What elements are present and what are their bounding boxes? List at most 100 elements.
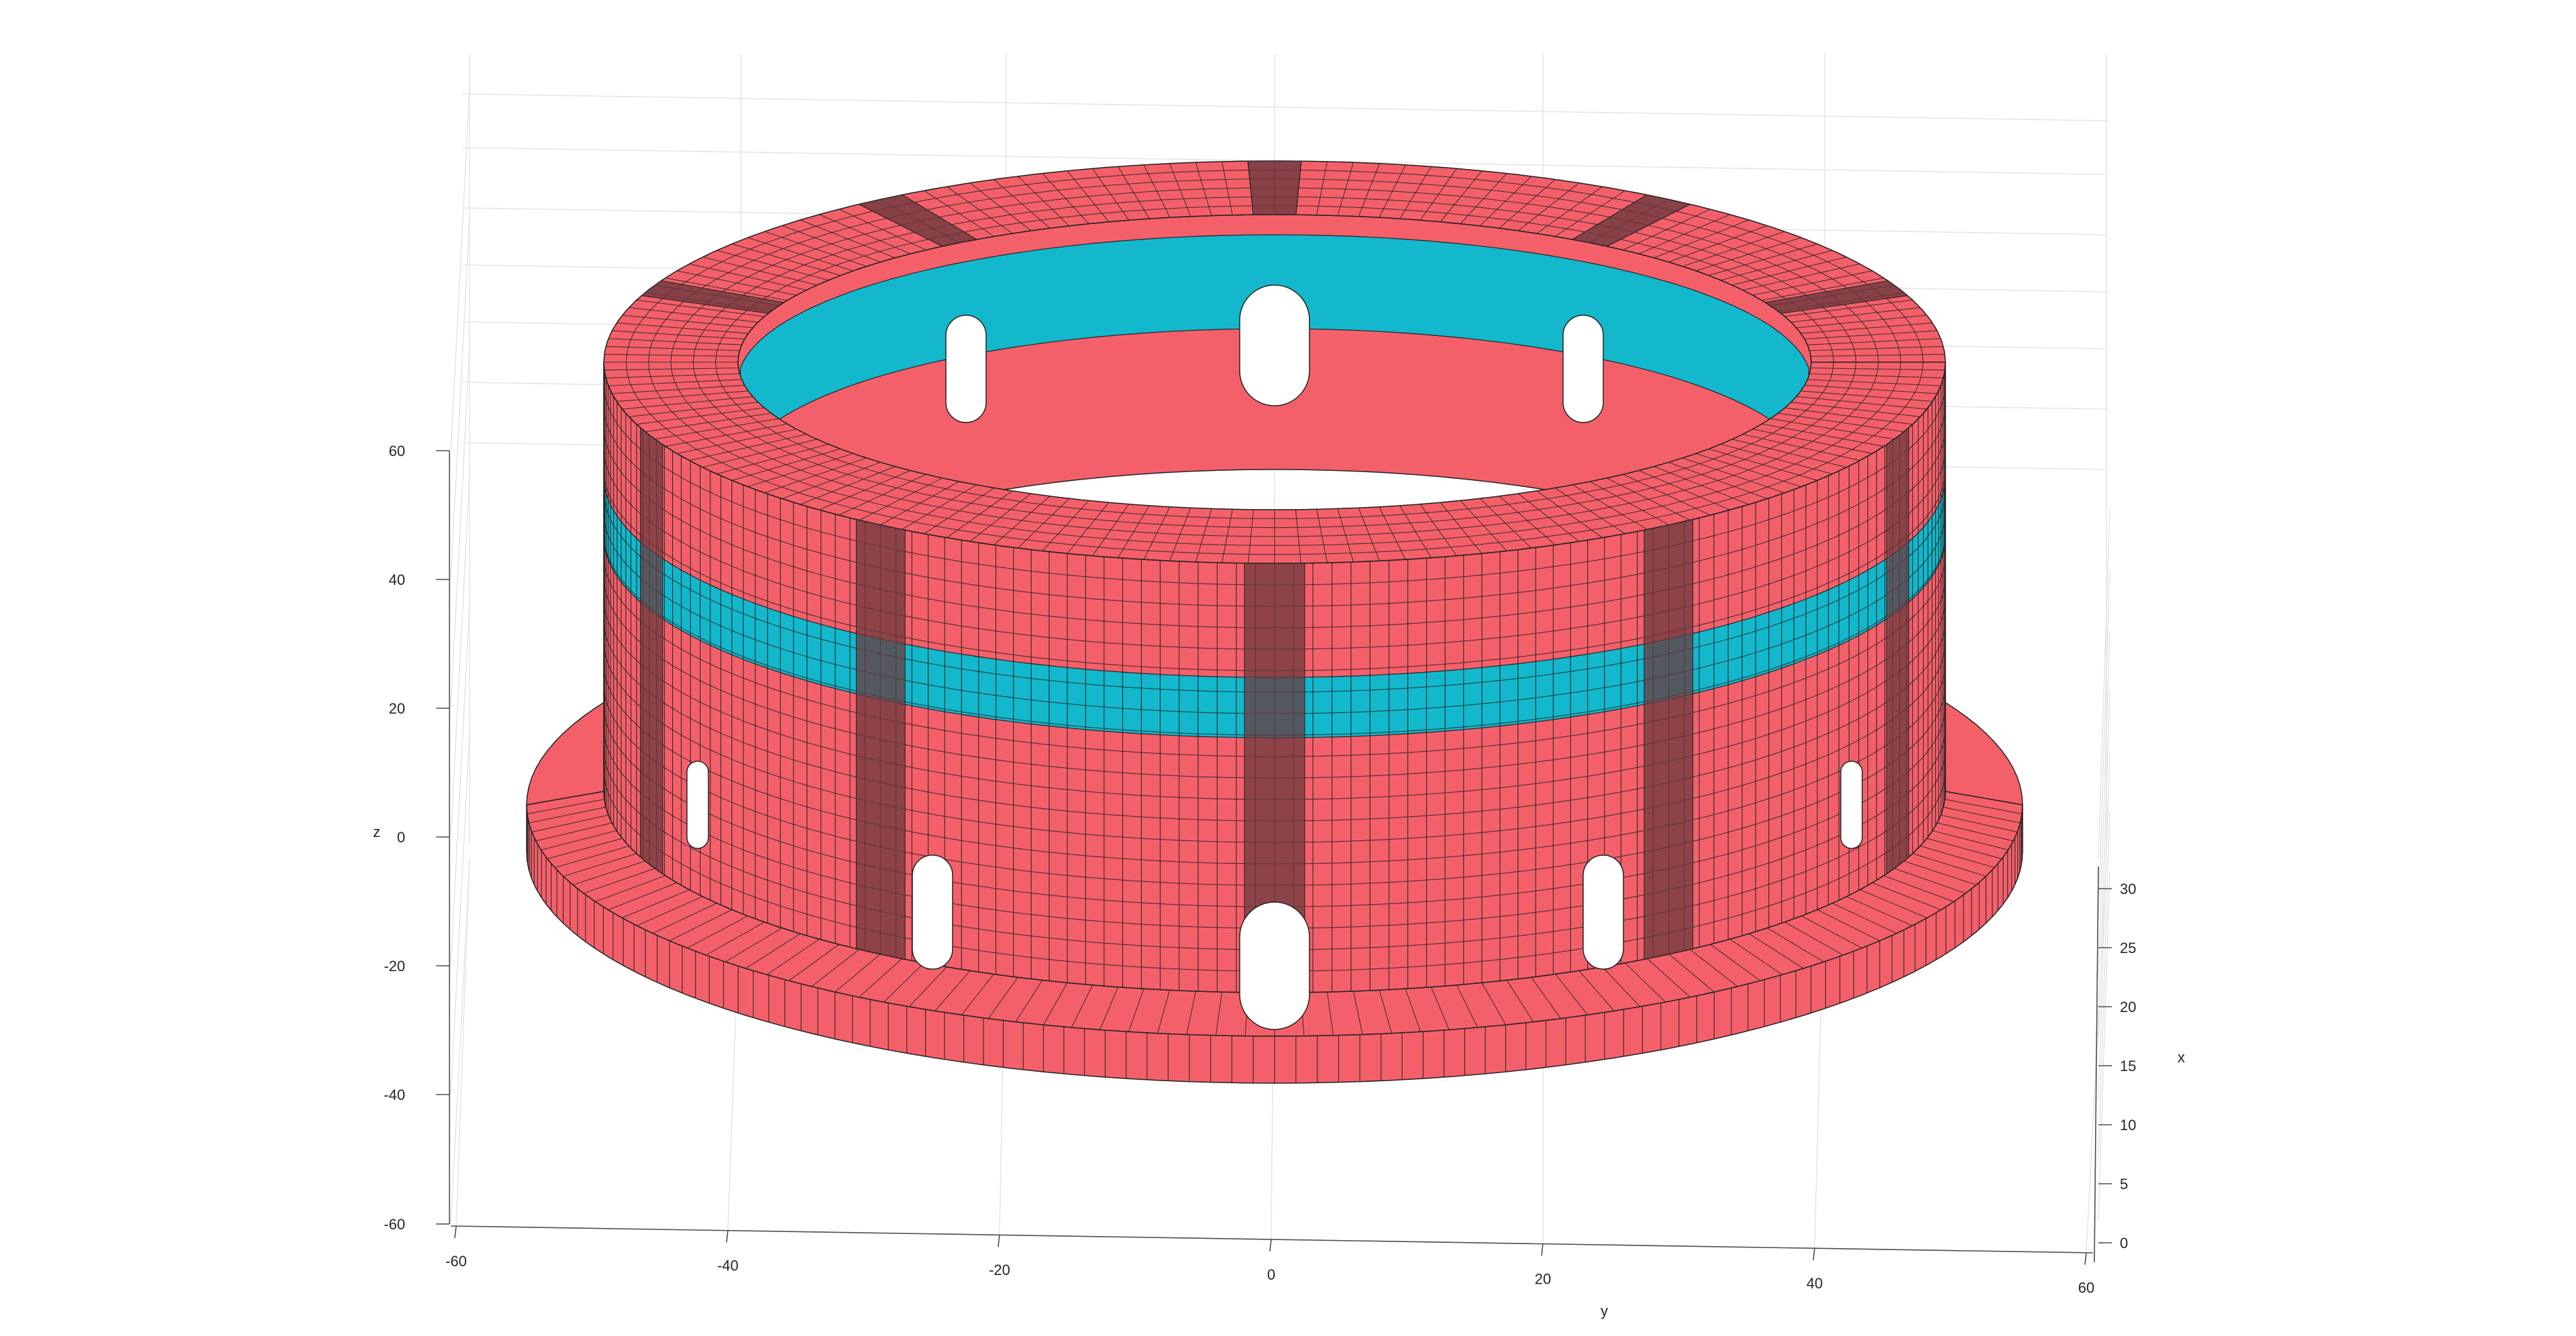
mesh-line	[1157, 990, 1171, 1034]
mesh-line	[1937, 822, 2014, 842]
dense-strut	[1644, 518, 1694, 960]
y-tick-label: 40	[1807, 1275, 1823, 1292]
mesh-line	[583, 868, 655, 894]
y-tick-label: -40	[717, 1258, 739, 1274]
mesh-line	[724, 928, 782, 962]
slot-hole	[1582, 854, 1624, 970]
dense-strut	[640, 427, 663, 875]
y-tick-label: 20	[1535, 1270, 1551, 1287]
y-tick-mark	[1541, 1243, 1544, 1256]
grid-line	[462, 93, 2107, 121]
mesh-line	[1647, 958, 1690, 998]
grid-line	[2098, 630, 2110, 980]
grid-line	[2098, 871, 2110, 1221]
y-tick-mark	[454, 1225, 457, 1239]
mesh-line	[883, 962, 924, 1003]
mesh-line	[1748, 933, 1804, 969]
mesh-line	[625, 169, 1924, 555]
axes: z 60 40 20 0 -20 -40 -60 y -60 -40 -20 0 20 40 60 x …	[373, 443, 2185, 1319]
mesh-line	[1927, 838, 2002, 860]
mesh-line	[961, 974, 994, 1015]
mesh-line	[621, 889, 690, 919]
mesh-line	[1215, 991, 1223, 1036]
mesh-line	[908, 966, 947, 1007]
x-tick-label: 5	[2120, 1176, 2128, 1192]
y-tick-mark	[726, 1230, 729, 1243]
dense-strut	[1247, 160, 1302, 215]
y-tick-label: -20	[989, 1262, 1010, 1278]
slot-hole	[1239, 901, 1310, 1030]
dense-strut	[1886, 427, 1909, 875]
x-tick-label: 25	[2120, 940, 2136, 956]
mesh-line	[1846, 896, 1913, 926]
mesh-line	[1689, 949, 1738, 987]
mesh-line	[934, 970, 971, 1011]
mesh-line	[1578, 970, 1615, 1011]
mesh-line	[563, 853, 637, 877]
y-tick-mark	[1269, 1239, 1272, 1251]
mesh-line	[859, 958, 902, 998]
grid-line	[450, 217, 470, 580]
mesh-line	[1506, 980, 1534, 1022]
mesh-line	[987, 977, 1018, 1019]
mesh-line	[1015, 980, 1043, 1022]
mesh-line	[705, 922, 765, 956]
mesh-line	[788, 944, 839, 981]
x-tick-label: 0	[2120, 1235, 2128, 1251]
z-tick-label: -20	[384, 958, 405, 975]
mesh-line	[1326, 991, 1334, 1036]
mesh-line	[1817, 909, 1880, 942]
grid-line	[2098, 509, 2110, 859]
y-tick-mark	[1813, 1247, 1815, 1261]
slot-hole	[945, 315, 987, 423]
mesh-line	[1872, 882, 1941, 911]
mesh-line	[541, 830, 617, 850]
grid-line	[450, 732, 470, 1095]
slot-hole	[912, 854, 953, 970]
mesh-line	[1801, 915, 1862, 949]
grid-line	[2098, 811, 2110, 1161]
y-axis-label: y	[1601, 1302, 1608, 1319]
mesh-line	[554, 845, 629, 869]
mesh-line	[1071, 985, 1093, 1028]
mesh-line	[766, 938, 820, 975]
mesh-line	[737, 214, 1812, 510]
mesh-line	[1405, 989, 1421, 1032]
mesh-line	[531, 814, 609, 833]
grid-line	[450, 474, 470, 838]
x-tick-label: 30	[2120, 881, 2136, 897]
mesh-line	[1042, 983, 1068, 1025]
x-axis-label: x	[2178, 1049, 2185, 1066]
dense-strut	[1571, 194, 1692, 247]
mesh-line	[1912, 853, 1986, 877]
mesh-line	[637, 896, 703, 926]
mesh-line	[1784, 922, 1844, 956]
mesh-line	[535, 822, 612, 842]
mesh-line	[670, 187, 1879, 537]
mesh-line	[1904, 860, 1977, 885]
mesh-line	[692, 196, 1857, 528]
mesh-line	[1883, 875, 1954, 902]
slot-hole	[1562, 315, 1604, 423]
slot-hole	[1239, 284, 1310, 406]
y-axis: y -60 -40 -20 0 20 40 60	[445, 1225, 2094, 1319]
grid-line	[450, 603, 470, 966]
mesh-line	[811, 949, 860, 987]
mesh-line	[1625, 962, 1666, 1003]
mesh-line	[547, 838, 623, 860]
mesh-line	[1729, 938, 1783, 975]
mesh-line	[1430, 987, 1450, 1030]
dense-strut	[1764, 280, 1909, 314]
z-axis-label: z	[373, 824, 380, 840]
dense-strut	[641, 280, 785, 314]
x-tick-label: 20	[2120, 999, 2136, 1015]
grid-line	[450, 861, 470, 1225]
mesh-line	[652, 903, 717, 934]
dense-strut	[2021, 809, 2023, 866]
mesh-line	[835, 954, 881, 993]
z-tick-label: -60	[384, 1216, 405, 1233]
z-tick-label: 60	[389, 443, 405, 459]
mesh-line	[1894, 868, 1966, 894]
ring-mesh	[526, 160, 2023, 1084]
slot-hole	[1840, 761, 1863, 849]
